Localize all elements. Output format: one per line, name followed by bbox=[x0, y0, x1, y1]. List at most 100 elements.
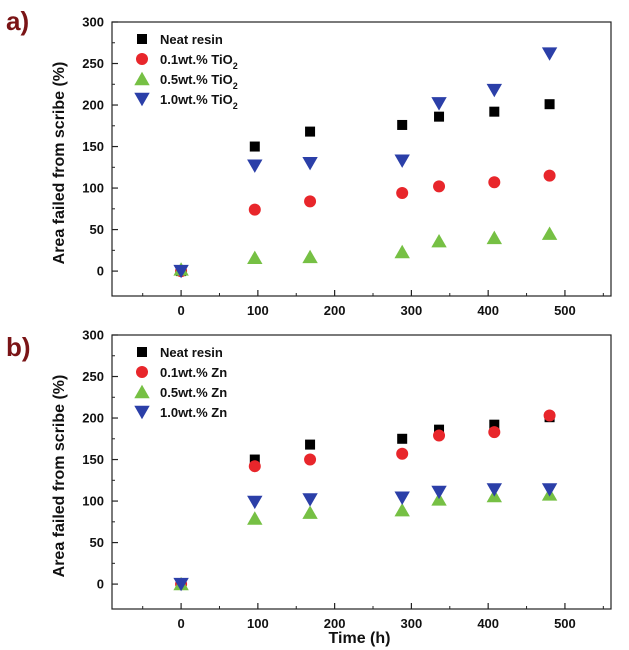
data-point bbox=[305, 126, 316, 137]
data-point bbox=[394, 244, 410, 259]
y-tick-label: 50 bbox=[90, 535, 104, 550]
data-point bbox=[488, 176, 501, 189]
legend-label: 0.1wt.% TiO2 bbox=[160, 52, 238, 71]
data-point bbox=[486, 230, 503, 245]
data-point bbox=[541, 226, 558, 240]
data-point bbox=[431, 234, 447, 248]
x-tick-label: 400 bbox=[477, 616, 499, 631]
data-point bbox=[302, 156, 318, 171]
data-point bbox=[173, 264, 189, 279]
y-tick-label: 200 bbox=[82, 411, 104, 426]
y-tick-label: 250 bbox=[82, 369, 104, 384]
x-tick-label: 200 bbox=[324, 616, 346, 631]
y-tick-label: 100 bbox=[82, 494, 104, 509]
data-point bbox=[247, 495, 263, 510]
legend-marker bbox=[137, 347, 147, 357]
data-point bbox=[247, 511, 263, 525]
data-point bbox=[543, 409, 556, 422]
panel-b-axes: 0 50 100 150 200 250 300 0 100 200 300 400 500 bbox=[82, 328, 604, 631]
x-tick-label: 100 bbox=[247, 616, 269, 631]
data-point bbox=[488, 426, 501, 439]
x-tick-label: 100 bbox=[247, 303, 269, 318]
y-tick-label: 50 bbox=[90, 222, 104, 237]
series-1 bbox=[176, 99, 555, 277]
x-tick-label: 0 bbox=[177, 303, 184, 318]
data-point bbox=[173, 577, 189, 592]
data-point bbox=[489, 419, 500, 430]
legend-label: 0.1wt.% Zn bbox=[160, 365, 227, 380]
data-point bbox=[434, 111, 445, 122]
data-point bbox=[396, 447, 409, 460]
data-point bbox=[302, 505, 318, 519]
x-tick-label: 500 bbox=[554, 303, 576, 318]
data-point bbox=[305, 439, 316, 450]
legend-marker bbox=[134, 405, 150, 420]
legend-label: 1.0wt.% Zn bbox=[160, 405, 227, 420]
data-point bbox=[394, 154, 410, 168]
series-3 bbox=[173, 487, 558, 591]
data-point bbox=[247, 159, 263, 173]
legend-label: 0.5wt.% TiO2 bbox=[160, 72, 238, 91]
data-point bbox=[489, 106, 500, 117]
panel-a-y-axis-title: Area failed from scribe (%) bbox=[51, 62, 68, 265]
x-tick-label: 200 bbox=[324, 303, 346, 318]
y-tick-label: 100 bbox=[82, 181, 104, 196]
series-3 bbox=[173, 226, 558, 276]
x-tick-label: 300 bbox=[401, 616, 423, 631]
x-tick-label: 500 bbox=[554, 616, 576, 631]
data-point bbox=[541, 47, 558, 61]
data-point bbox=[486, 83, 503, 98]
y-tick-label: 300 bbox=[82, 328, 104, 343]
data-point bbox=[397, 433, 408, 444]
data-point bbox=[249, 141, 260, 152]
data-point bbox=[397, 119, 408, 130]
data-point bbox=[302, 493, 318, 507]
y-tick-label: 150 bbox=[82, 452, 104, 467]
data-point bbox=[248, 203, 261, 216]
panel-b-y-axis-title: Area failed from scribe (%) bbox=[51, 375, 68, 578]
data-point bbox=[394, 502, 410, 517]
panel-b: b) Area failed from scribe (%) Time (h) … bbox=[6, 328, 612, 647]
data-point bbox=[543, 169, 556, 182]
y-tick-label: 0 bbox=[97, 577, 104, 592]
legend-label: Neat resin bbox=[160, 345, 223, 360]
series-4 bbox=[173, 483, 558, 592]
data-point bbox=[304, 453, 317, 466]
legend-marker bbox=[134, 71, 150, 86]
y-tick-label: 250 bbox=[82, 56, 104, 71]
x-tick-label: 0 bbox=[177, 616, 184, 631]
data-point bbox=[396, 187, 409, 200]
data-point bbox=[431, 485, 447, 500]
data-point bbox=[302, 249, 318, 264]
x-tick-label: 400 bbox=[477, 303, 499, 318]
legend-label: Neat resin bbox=[160, 32, 223, 47]
panel-b-letter: b) bbox=[6, 332, 31, 362]
panel-a-plot-frame bbox=[111, 21, 612, 297]
y-tick-label: 0 bbox=[97, 264, 104, 279]
y-tick-label: 200 bbox=[82, 98, 104, 113]
data-point bbox=[486, 483, 503, 497]
y-tick-label: 150 bbox=[82, 139, 104, 154]
panel-b-x-axis-title: Time (h) bbox=[329, 630, 391, 647]
data-point bbox=[431, 97, 447, 111]
x-tick-label: 300 bbox=[401, 303, 423, 318]
data-point bbox=[304, 195, 317, 208]
legend-marker bbox=[134, 92, 150, 107]
data-point bbox=[394, 491, 410, 505]
data-point bbox=[541, 483, 558, 497]
panel-a: a) Area failed from scribe (%) 0 50 100 150… bbox=[6, 6, 612, 318]
panel-a-letter: a) bbox=[6, 6, 29, 36]
panel-a-data-points bbox=[173, 47, 558, 279]
panel-b-plot-frame bbox=[111, 334, 612, 610]
legend-label: 0.5wt.% Zn bbox=[160, 385, 227, 400]
data-point bbox=[433, 429, 446, 442]
legend-label: 1.0wt.% TiO2 bbox=[160, 92, 238, 111]
legend-marker bbox=[137, 34, 147, 44]
legend-marker bbox=[136, 366, 148, 378]
data-point bbox=[247, 250, 263, 265]
y-tick-label: 300 bbox=[82, 15, 104, 30]
panel-a-axes: 0 50 100 150 200 250 300 0 100 200 300 400 500 bbox=[82, 15, 604, 318]
data-point bbox=[248, 460, 261, 473]
